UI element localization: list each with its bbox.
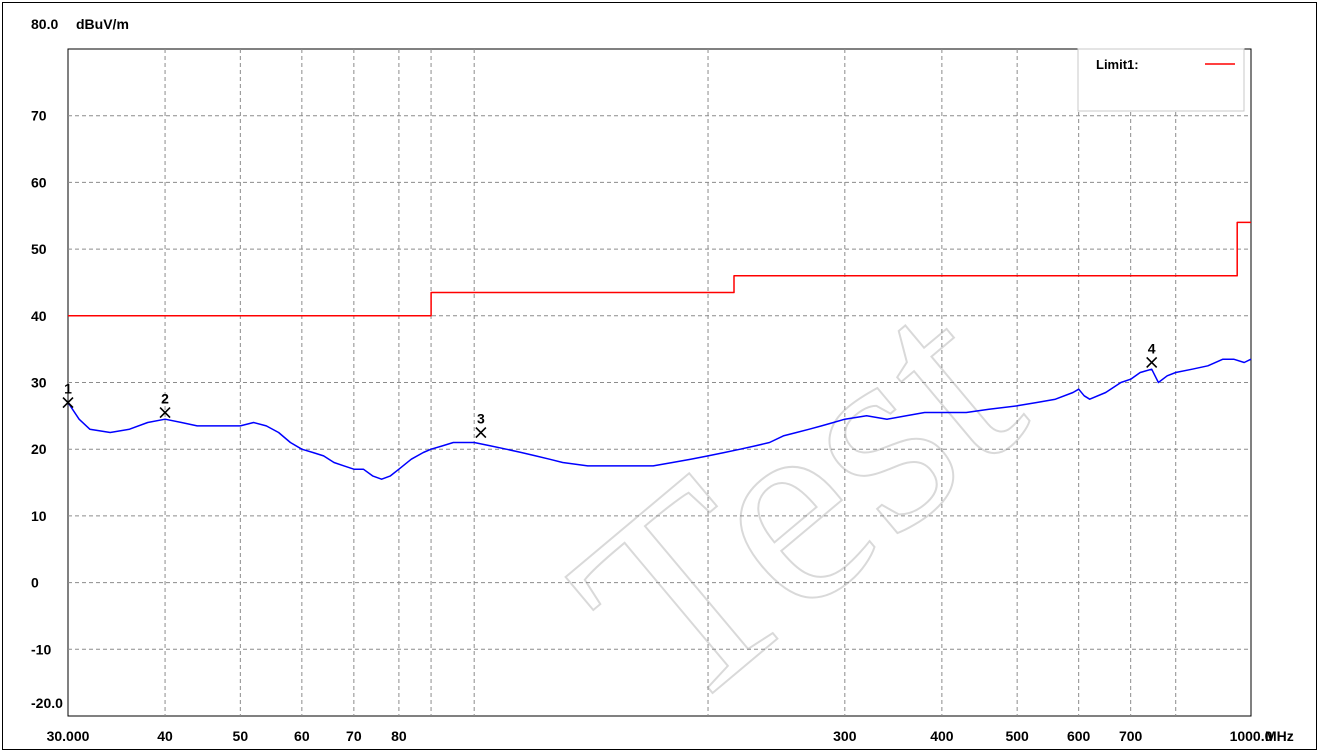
y-tick-label: 10 (31, 508, 47, 524)
y-tick-label: 80.0 (31, 16, 58, 32)
marker-label: 1 (64, 381, 72, 397)
watermark-text: Test (519, 231, 1074, 751)
x-tick-label: 700 (1119, 728, 1143, 744)
watermark: Test (518, 230, 1075, 751)
y-tick-label: 30 (31, 375, 47, 391)
x-tick-label: 300 (833, 728, 857, 744)
y-tick-label: 60 (31, 174, 47, 190)
y-tick-label: -10 (31, 641, 51, 657)
y-tick-label: -20.0 (31, 695, 63, 711)
emission-chart: Test 80.0 70 60 50 40 30 20 10 0 -10 -20.0 30.000 4… (31, 16, 1294, 751)
x-tick-label: 500 (1005, 728, 1029, 744)
marker-label: 4 (1148, 340, 1156, 356)
x-tick-label: 70 (346, 728, 362, 744)
marker-label: 3 (477, 411, 485, 427)
x-tick-label: 50 (233, 728, 249, 744)
x-tick-label: 30.000 (47, 728, 90, 744)
marker-label: 2 (161, 391, 169, 407)
marker-cross (159, 406, 171, 419)
marker-cross (62, 396, 74, 409)
x-tick-label: 1000.0 (1230, 728, 1273, 744)
x-tick-labels: 30.000 40 50 60 70 80 300 400 500 600 700 1000.0 (47, 728, 1273, 744)
series-line-measurement (67, 358, 1252, 480)
marker-3: 3 (475, 411, 487, 439)
y-tick-label: 0 (31, 575, 39, 591)
x-tick-label: 600 (1067, 728, 1091, 744)
x-unit-label: MHz (1265, 728, 1294, 744)
legend-label-limit1: Limit1: (1096, 57, 1139, 72)
y-tick-label: 70 (31, 108, 47, 124)
y-tick-label: 40 (31, 308, 47, 324)
x-tick-label: 80 (391, 728, 407, 744)
marker-4: 4 (1146, 340, 1158, 369)
y-tick-labels: 80.0 70 60 50 40 30 20 10 0 -10 -20.0 (31, 16, 63, 711)
y-unit-label: dBuV/m (76, 16, 129, 32)
marker-cross (1146, 356, 1158, 369)
legend: Limit1: (1077, 48, 1245, 112)
marker-2: 2 (159, 391, 171, 419)
grid-lines (68, 49, 1251, 716)
marker-1: 1 (62, 381, 74, 409)
series-line-limit1 (68, 221, 1251, 317)
marker-cross (475, 426, 487, 439)
marker-layer: 1 2 3 4 (62, 340, 1158, 439)
x-tick-label: 400 (930, 728, 954, 744)
x-tick-label: 40 (157, 728, 173, 744)
series-layer (67, 221, 1252, 480)
legend-box (1077, 48, 1245, 112)
y-tick-label: 50 (31, 241, 47, 257)
y-tick-label: 20 (31, 441, 47, 457)
x-tick-label: 60 (294, 728, 310, 744)
